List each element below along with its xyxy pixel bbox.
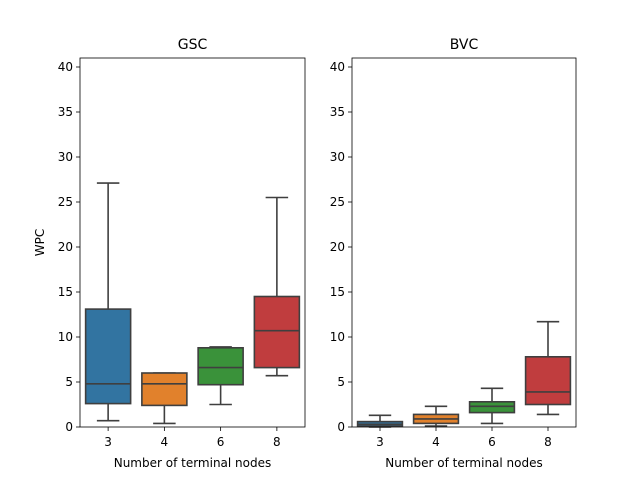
x-axis-label: Number of terminal nodes	[114, 456, 272, 470]
x-tick-label: 8	[273, 435, 281, 449]
axes-frame	[351, 57, 577, 428]
box-body	[197, 346, 244, 386]
y-axis-label: WPC	[33, 229, 47, 256]
box-body	[468, 400, 516, 414]
box-bvc-4	[412, 405, 460, 427]
y-tick-label: 0	[65, 420, 73, 434]
box-bvc-6	[468, 387, 516, 425]
y-tick-label: 5	[65, 375, 73, 389]
y-tick-label: 30	[58, 150, 73, 164]
box-body	[524, 355, 572, 406]
y-tick-label: 15	[330, 285, 345, 299]
box-gsc-6	[197, 346, 244, 406]
box-gsc-4	[141, 372, 188, 425]
box-bvc-3	[356, 414, 404, 428]
x-tick-label: 6	[488, 435, 496, 449]
y-tick-label: 20	[330, 240, 345, 254]
y-tick-label: 40	[58, 60, 73, 74]
box-gsc-3	[84, 182, 132, 422]
y-tick-label: 10	[58, 330, 73, 344]
y-tick-label: 20	[58, 240, 73, 254]
panel-title: GSC	[178, 37, 208, 53]
box-body	[84, 308, 132, 405]
y-tick-label: 30	[330, 150, 345, 164]
panel-bvc: 0 5 10 15 20 25 30 35 40 3 4 6 8 BVC Number of termina…	[330, 37, 577, 470]
y-tick-label: 15	[58, 285, 73, 299]
x-tick-label: 4	[161, 435, 169, 449]
y-tick-label: 0	[337, 420, 345, 434]
axes-frame	[79, 57, 306, 428]
y-tick-label: 5	[337, 375, 345, 389]
panel-title: BVC	[450, 37, 479, 53]
y-tick-label: 40	[330, 60, 345, 74]
y-tick-label: 25	[58, 195, 73, 209]
x-tick-label: 4	[432, 435, 440, 449]
box-body	[141, 372, 188, 407]
box-gsc-8	[253, 196, 301, 377]
x-tick-label: 3	[376, 435, 384, 449]
x-axis-label: Number of terminal nodes	[385, 456, 543, 470]
x-tick-label: 6	[217, 435, 225, 449]
x-tick-label: 3	[104, 435, 112, 449]
panel-gsc: 0 5 10 15 20 25 30 35 40 3 4 6 8 GSC Number of termina…	[33, 37, 306, 470]
x-tick-label: 8	[544, 435, 552, 449]
y-tick-label: 25	[330, 195, 345, 209]
y-tick-label: 35	[330, 105, 345, 119]
box-body	[253, 295, 301, 369]
box-bvc-8	[524, 320, 572, 416]
y-tick-label: 35	[58, 105, 73, 119]
y-tick-label: 10	[330, 330, 345, 344]
